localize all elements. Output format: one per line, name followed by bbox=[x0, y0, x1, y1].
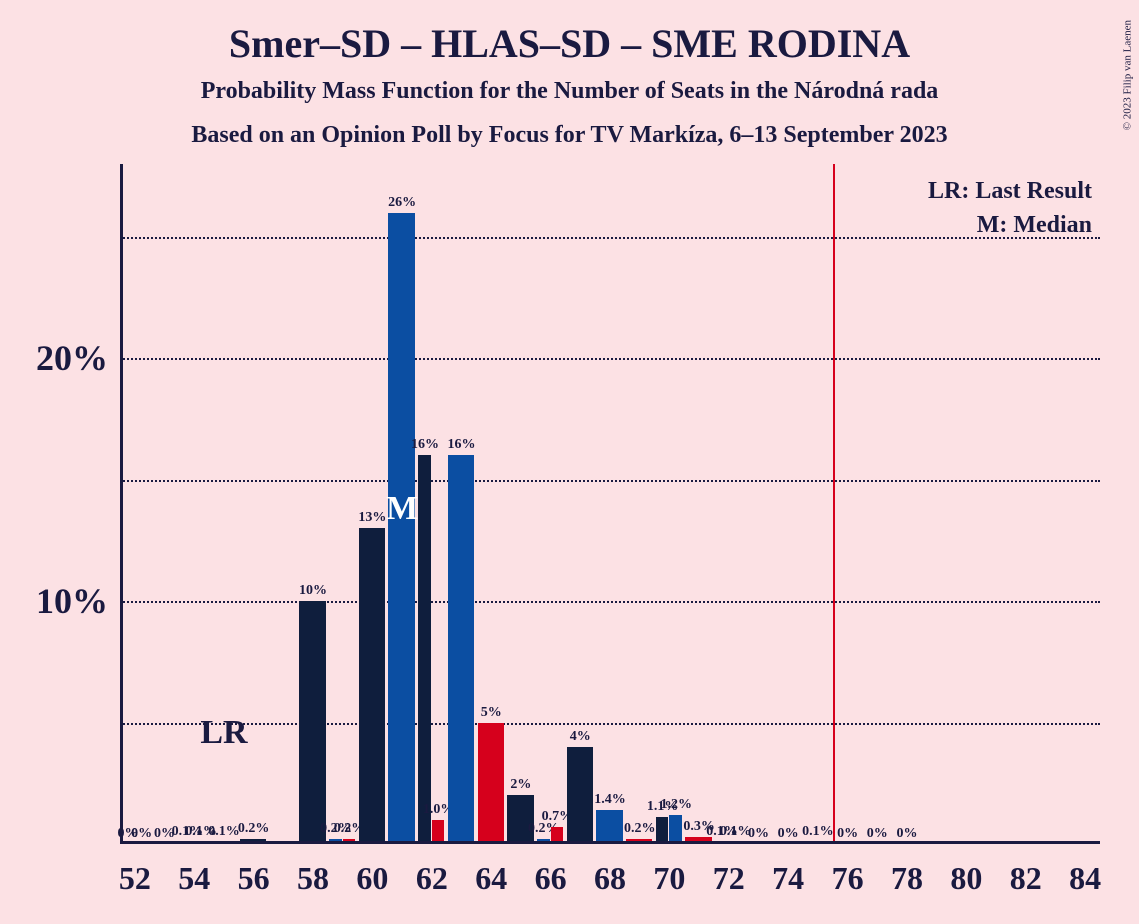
legend-text: LR: Last Result bbox=[928, 178, 1092, 205]
gridline bbox=[120, 601, 1100, 603]
bar-value-label: 4% bbox=[570, 729, 591, 745]
bar bbox=[656, 817, 669, 844]
bar-value-label: 0% bbox=[748, 826, 769, 842]
majority-vline bbox=[833, 164, 835, 844]
x-tick-label: 60 bbox=[356, 844, 388, 897]
bar-value-label: 16% bbox=[411, 437, 439, 453]
bar bbox=[478, 723, 504, 844]
x-axis bbox=[120, 841, 1100, 844]
y-tick-label: 10% bbox=[36, 580, 120, 622]
bar-value-label: 0.1% bbox=[208, 824, 240, 840]
bar-value-label: 0% bbox=[778, 826, 799, 842]
gridline bbox=[120, 480, 1100, 482]
x-tick-label: 62 bbox=[416, 844, 448, 897]
bar-value-label: 0.1% bbox=[802, 824, 834, 840]
bar-value-label: 2% bbox=[510, 777, 531, 793]
bar-value-label: 1.2% bbox=[660, 797, 692, 813]
bar bbox=[299, 601, 325, 844]
chart-subtitle-1: Probability Mass Function for the Number… bbox=[0, 78, 1139, 105]
x-tick-label: 82 bbox=[1010, 844, 1042, 897]
bar bbox=[359, 528, 385, 844]
x-tick-label: 54 bbox=[178, 844, 210, 897]
x-tick-label: 64 bbox=[475, 844, 507, 897]
bar-value-label: 26% bbox=[388, 195, 416, 211]
bar bbox=[596, 810, 622, 844]
bar-value-label: 5% bbox=[481, 705, 502, 721]
marker-label: M bbox=[386, 490, 418, 528]
x-tick-label: 52 bbox=[119, 844, 151, 897]
bar-value-label: 0.1% bbox=[720, 824, 752, 840]
marker-label: LR bbox=[200, 714, 247, 752]
x-tick-label: 72 bbox=[713, 844, 745, 897]
bar-value-label: 0% bbox=[837, 826, 858, 842]
bar-value-label: 10% bbox=[299, 583, 327, 599]
legend-text: M: Median bbox=[977, 212, 1092, 239]
x-tick-label: 66 bbox=[535, 844, 567, 897]
bar-value-label: 16% bbox=[448, 437, 476, 453]
bar bbox=[418, 455, 431, 844]
chart-container: Smer–SD – HLAS–SD – SME RODINA Probabili… bbox=[0, 0, 1139, 924]
bar-value-label: 0.2% bbox=[624, 821, 656, 837]
chart-title: Smer–SD – HLAS–SD – SME RODINA bbox=[0, 20, 1139, 67]
x-tick-label: 56 bbox=[238, 844, 270, 897]
bar bbox=[567, 747, 593, 844]
y-axis bbox=[120, 164, 123, 844]
copyright-text: © 2023 Filip van Laenen bbox=[1121, 20, 1133, 130]
plot-area: 10%20%5254565860626466687072747678808284… bbox=[120, 164, 1100, 844]
y-tick-label: 20% bbox=[36, 337, 120, 379]
x-tick-label: 70 bbox=[653, 844, 685, 897]
gridline bbox=[120, 237, 1100, 239]
x-tick-label: 58 bbox=[297, 844, 329, 897]
bar-value-label: 0.2% bbox=[238, 821, 270, 837]
bar bbox=[448, 455, 474, 844]
x-tick-label: 74 bbox=[772, 844, 804, 897]
bar-value-label: 0% bbox=[896, 826, 917, 842]
chart-subtitle-2: Based on an Opinion Poll by Focus for TV… bbox=[0, 122, 1139, 149]
bar-value-label: 0% bbox=[131, 826, 152, 842]
x-tick-label: 84 bbox=[1069, 844, 1101, 897]
bar-value-label: 13% bbox=[358, 510, 386, 526]
bar-value-label: 0% bbox=[867, 826, 888, 842]
gridline bbox=[120, 723, 1100, 725]
x-tick-label: 76 bbox=[832, 844, 864, 897]
x-tick-label: 78 bbox=[891, 844, 923, 897]
bar bbox=[669, 815, 682, 844]
gridline bbox=[120, 358, 1100, 360]
x-tick-label: 80 bbox=[950, 844, 982, 897]
bar-value-label: 1.4% bbox=[594, 792, 626, 808]
x-tick-label: 68 bbox=[594, 844, 626, 897]
